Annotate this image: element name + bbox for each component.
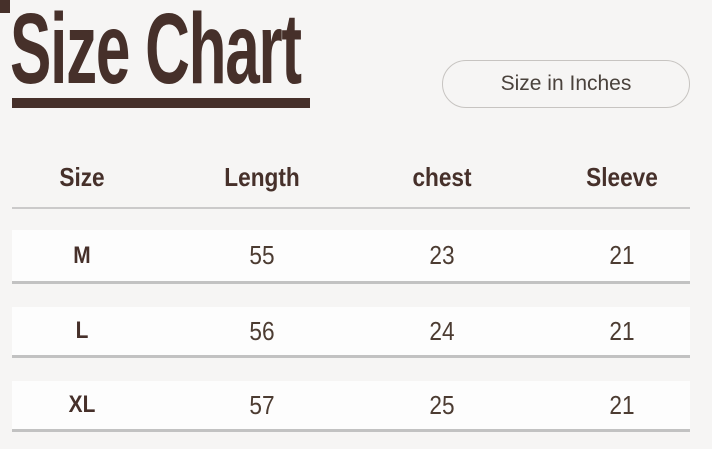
title-underline [12, 98, 310, 108]
table-row-cells: M 55 23 21 [0, 230, 712, 281]
size-cell: M [73, 242, 91, 269]
column-header-size: Size [59, 162, 105, 192]
table-row-cells: L 56 24 21 [0, 307, 712, 355]
table-row-xl: XL 57 25 21 [12, 381, 690, 432]
chest-cell: 25 [429, 390, 455, 420]
table-row-l: L 56 24 21 [12, 307, 690, 358]
header-divider [12, 207, 690, 209]
unit-toggle-button[interactable]: Size in Inches [442, 60, 690, 108]
sleeve-cell: 21 [609, 240, 635, 270]
table-header-row: Size Length chest Sleeve [0, 160, 712, 194]
size-cell: XL [68, 391, 96, 418]
column-header-length: Length [224, 162, 300, 192]
length-cell: 55 [249, 240, 275, 270]
length-cell: 57 [249, 390, 275, 420]
page-title: Size Chart [10, 0, 302, 105]
size-cell: L [75, 317, 89, 344]
chest-cell: 23 [429, 240, 455, 270]
sleeve-cell: 21 [609, 316, 635, 346]
corner-mark [0, 0, 10, 13]
table-row-m: M 55 23 21 [12, 230, 690, 284]
chest-cell: 24 [429, 316, 455, 346]
table-row-cells: XL 57 25 21 [0, 381, 712, 429]
column-header-chest: chest [412, 162, 472, 192]
sleeve-cell: 21 [609, 390, 635, 420]
column-header-sleeve: Sleeve [586, 162, 658, 192]
length-cell: 56 [249, 316, 275, 346]
